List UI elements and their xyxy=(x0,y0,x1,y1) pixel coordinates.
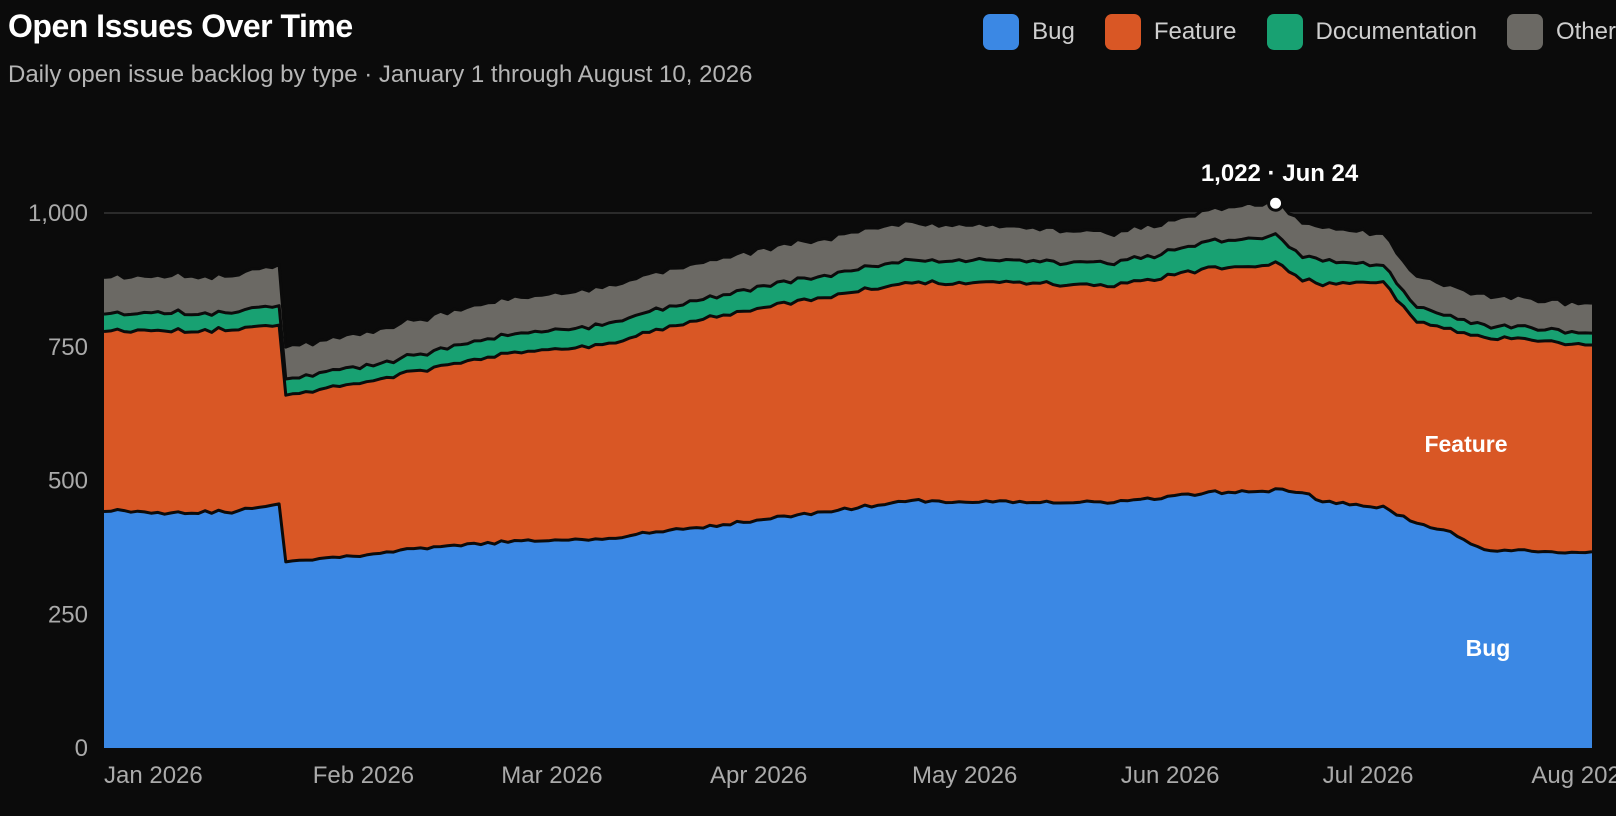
legend-item-documentation[interactable]: Documentation xyxy=(1266,14,1477,50)
series-boundary-feature xyxy=(103,260,1592,397)
series-boundary-other xyxy=(103,196,1593,349)
legend-swatch-bug xyxy=(983,14,1020,50)
peak-marker[interactable] xyxy=(1267,194,1285,212)
series-areas xyxy=(103,196,1593,748)
legend-item-feature[interactable]: Feature xyxy=(1104,14,1237,50)
x-tick-label: Mar 2026 xyxy=(501,762,602,789)
y-tick-label: 1,000 xyxy=(28,200,88,227)
y-tick-label: 250 xyxy=(48,601,88,628)
legend-swatch-feature xyxy=(1104,14,1141,50)
x-tick-label: May 2026 xyxy=(912,762,1017,789)
area-other[interactable] xyxy=(104,198,1592,379)
legend-item-bug[interactable]: Bug xyxy=(983,14,1075,50)
area-documentation[interactable] xyxy=(104,233,1592,396)
feature-inline-label: Feature xyxy=(1424,431,1507,457)
x-tick-label: Jun 2026 xyxy=(1121,762,1220,789)
area-bug[interactable] xyxy=(104,488,1592,748)
x-tick-label: Jul 2026 xyxy=(1323,762,1414,789)
series-boundary-documentation xyxy=(103,232,1593,381)
x-tick-label: Aug 2026 xyxy=(1531,762,1616,789)
area-feature[interactable] xyxy=(104,261,1592,562)
annotations: Feature Bug 1,022 · Jun 24 xyxy=(1201,160,1511,661)
x-tick-label: Jan 2026 xyxy=(104,762,203,789)
y-tick-label: 0 xyxy=(75,735,88,762)
legend-label-feature: Feature xyxy=(1153,18,1237,45)
legend-item-other[interactable]: Other xyxy=(1506,14,1616,50)
legend-label-bug: Bug xyxy=(1032,18,1075,45)
x-axis: Jan 2026 Feb 2026 Mar 2026 Apr 2026 May 2026… xyxy=(104,762,1616,789)
legend-swatch-other xyxy=(1506,14,1543,50)
legend: Bug Feature Documentation Other xyxy=(953,14,1616,50)
y-axis: 0 250 500 750 1,000 xyxy=(28,200,1592,762)
legend-swatch-documentation xyxy=(1266,14,1303,50)
y-tick-label: 750 xyxy=(48,334,88,361)
x-tick-label: Feb 2026 xyxy=(313,762,414,789)
legend-label-other: Other xyxy=(1555,18,1616,45)
chart-title: Open Issues Over Time xyxy=(8,8,353,44)
y-tick-label: 500 xyxy=(48,468,88,495)
series-boundary-bug xyxy=(103,487,1593,564)
bug-inline-label: Bug xyxy=(1466,635,1511,661)
chart-subtitle: Daily open issue backlog by type · Janua… xyxy=(8,61,753,88)
peak-label: 1,022 · Jun 24 xyxy=(1201,160,1359,187)
x-tick-label: Apr 2026 xyxy=(710,762,807,789)
legend-label-documentation: Documentation xyxy=(1315,18,1477,45)
